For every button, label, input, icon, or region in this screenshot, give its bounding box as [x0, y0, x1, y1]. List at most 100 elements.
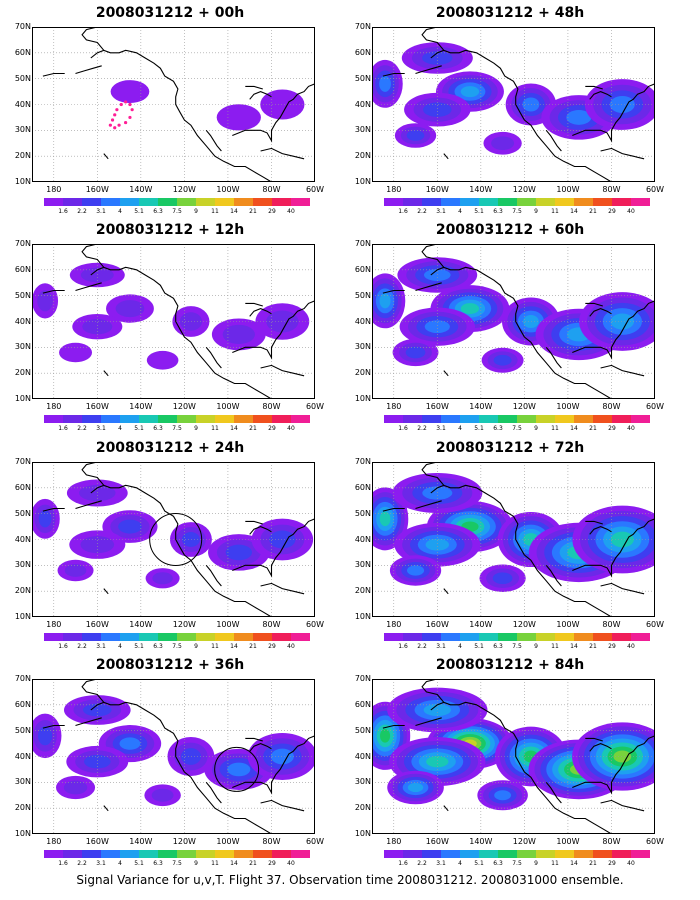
colorbar-label: 4	[118, 208, 122, 215]
colorbar-label: 21	[589, 425, 597, 432]
observation-point	[128, 115, 132, 120]
observation-point	[117, 123, 121, 127]
variance-contour	[379, 75, 391, 92]
lat-tick-label: 50N	[354, 508, 371, 518]
coastline	[382, 507, 405, 512]
colorbar-label: 14	[570, 860, 578, 867]
coastline	[42, 72, 65, 77]
lat-tick-label: 50N	[14, 508, 31, 518]
colorbar-label: 21	[589, 860, 597, 867]
coastline	[245, 737, 263, 742]
lat-tick-label: 30N	[14, 777, 31, 787]
variance-contour	[63, 780, 88, 795]
panel-title: 2008031212 + 36h	[95, 657, 245, 673]
colorbar-swatch	[441, 633, 460, 641]
lat-tick-label: 10N	[354, 394, 371, 403]
variance-contour	[406, 130, 425, 141]
colorbar-swatch	[101, 633, 120, 641]
colorbar-swatch	[536, 633, 555, 641]
variance-contour	[424, 320, 450, 334]
colorbar-label: 9	[534, 643, 538, 650]
coastline	[430, 266, 612, 399]
figure-caption: Signal Variance for u,v,T. Flight 37. Ob…	[76, 873, 624, 887]
colorbar-swatch	[403, 198, 422, 206]
observation-point	[124, 100, 128, 104]
lat-tick-label: 60N	[14, 482, 31, 492]
colorbar-label: 6.3	[153, 425, 163, 432]
colorbar-label: 29	[608, 643, 616, 650]
variance-contour	[523, 314, 539, 329]
colorbar-swatch	[234, 850, 253, 858]
map-panel: 2008031212 + 84h 70N 60N 50N 40N 30N 20N 10N 180…	[350, 657, 670, 872]
map-panel: 2008031212 + 24h 70N 60N 50N 40N 30N 20N 10N 180…	[10, 440, 330, 655]
colorbar-label: 40	[287, 860, 295, 867]
coastline	[232, 83, 315, 143]
colorbar-label: 1.6	[398, 425, 408, 432]
colorbar-label: 1.6	[398, 860, 408, 867]
colorbar-label: 3.1	[436, 643, 446, 650]
lat-tick-label: 20N	[14, 368, 31, 378]
colorbar-swatch	[536, 415, 555, 423]
lon-tick-label: 100W	[216, 402, 240, 411]
lon-tick-label: 180	[386, 620, 402, 629]
map-panel: 2008031212 + 12h 70N 60N 50N 40N 30N 20N 10N 180…	[10, 222, 330, 437]
colorbar-swatch	[479, 633, 498, 641]
lat-tick-label: 70N	[14, 22, 31, 31]
colorbar-swatch	[234, 633, 253, 641]
lon-tick-label: 100W	[216, 185, 240, 194]
panel-title: 2008031212 + 84h	[435, 657, 585, 673]
map-panel: 2008031212 + 60h 70N 60N 50N 40N 30N 20N 10N 180…	[350, 222, 670, 437]
lon-tick-label: 160W	[425, 402, 449, 411]
lon-tick-label: 80W	[262, 620, 281, 629]
colorbar-swatch	[234, 415, 253, 423]
map-plot	[372, 244, 655, 399]
lon-tick-label: 100W	[556, 402, 580, 411]
panel-title: 2008031212 + 48h	[435, 5, 585, 21]
variance-contour	[407, 782, 424, 793]
colorbar-swatch	[441, 850, 460, 858]
lat-tick-label: 70N	[354, 22, 371, 31]
colorbar-swatch	[631, 850, 650, 858]
colorbar-swatch	[139, 850, 158, 858]
coastline	[421, 27, 460, 51]
variance-contour	[425, 538, 450, 551]
colorbar-label: 9	[194, 425, 198, 432]
colorbar-swatch	[441, 198, 460, 206]
coastline	[245, 520, 263, 525]
lon-tick-label: 100W	[556, 185, 580, 194]
colorbar-label: 7.5	[172, 643, 182, 650]
variance-contour	[610, 313, 635, 330]
colorbar-swatch	[177, 198, 196, 206]
colorbar-swatch	[215, 415, 234, 423]
colorbar-swatch	[612, 633, 631, 641]
colorbar-swatch	[479, 415, 498, 423]
variance-contour	[118, 519, 142, 534]
variance-contour	[180, 748, 201, 765]
colorbar-swatch	[631, 633, 650, 641]
colorbar-swatch	[460, 633, 479, 641]
panel-title: 2008031212 + 00h	[95, 5, 245, 21]
map-plot	[372, 679, 655, 834]
lat-tick-label: 70N	[14, 239, 31, 248]
colorbar-swatch	[158, 415, 177, 423]
coastline	[260, 799, 305, 812]
lon-tick-label: 120W	[172, 620, 196, 629]
coastline	[103, 588, 109, 595]
lon-tick-label: 100W	[556, 620, 580, 629]
colorbar-swatch	[612, 415, 631, 423]
lat-tick-label: 60N	[354, 699, 371, 709]
colorbar-swatch	[272, 633, 291, 641]
lon-tick-label: 80W	[262, 185, 281, 194]
lat-tick-label: 40N	[354, 99, 371, 109]
coastline	[75, 500, 102, 510]
colorbar-swatch	[574, 850, 593, 858]
lon-tick-label: 180	[46, 402, 62, 411]
lon-tick-label: 80W	[262, 402, 281, 411]
colorbar-label: 14	[230, 208, 238, 215]
coastline	[90, 484, 272, 617]
lat-tick-label: 10N	[354, 829, 371, 838]
colorbar-label: 2.2	[77, 208, 87, 215]
colorbar-swatch	[82, 633, 101, 641]
colorbar-swatch	[403, 415, 422, 423]
coastline	[382, 72, 405, 77]
